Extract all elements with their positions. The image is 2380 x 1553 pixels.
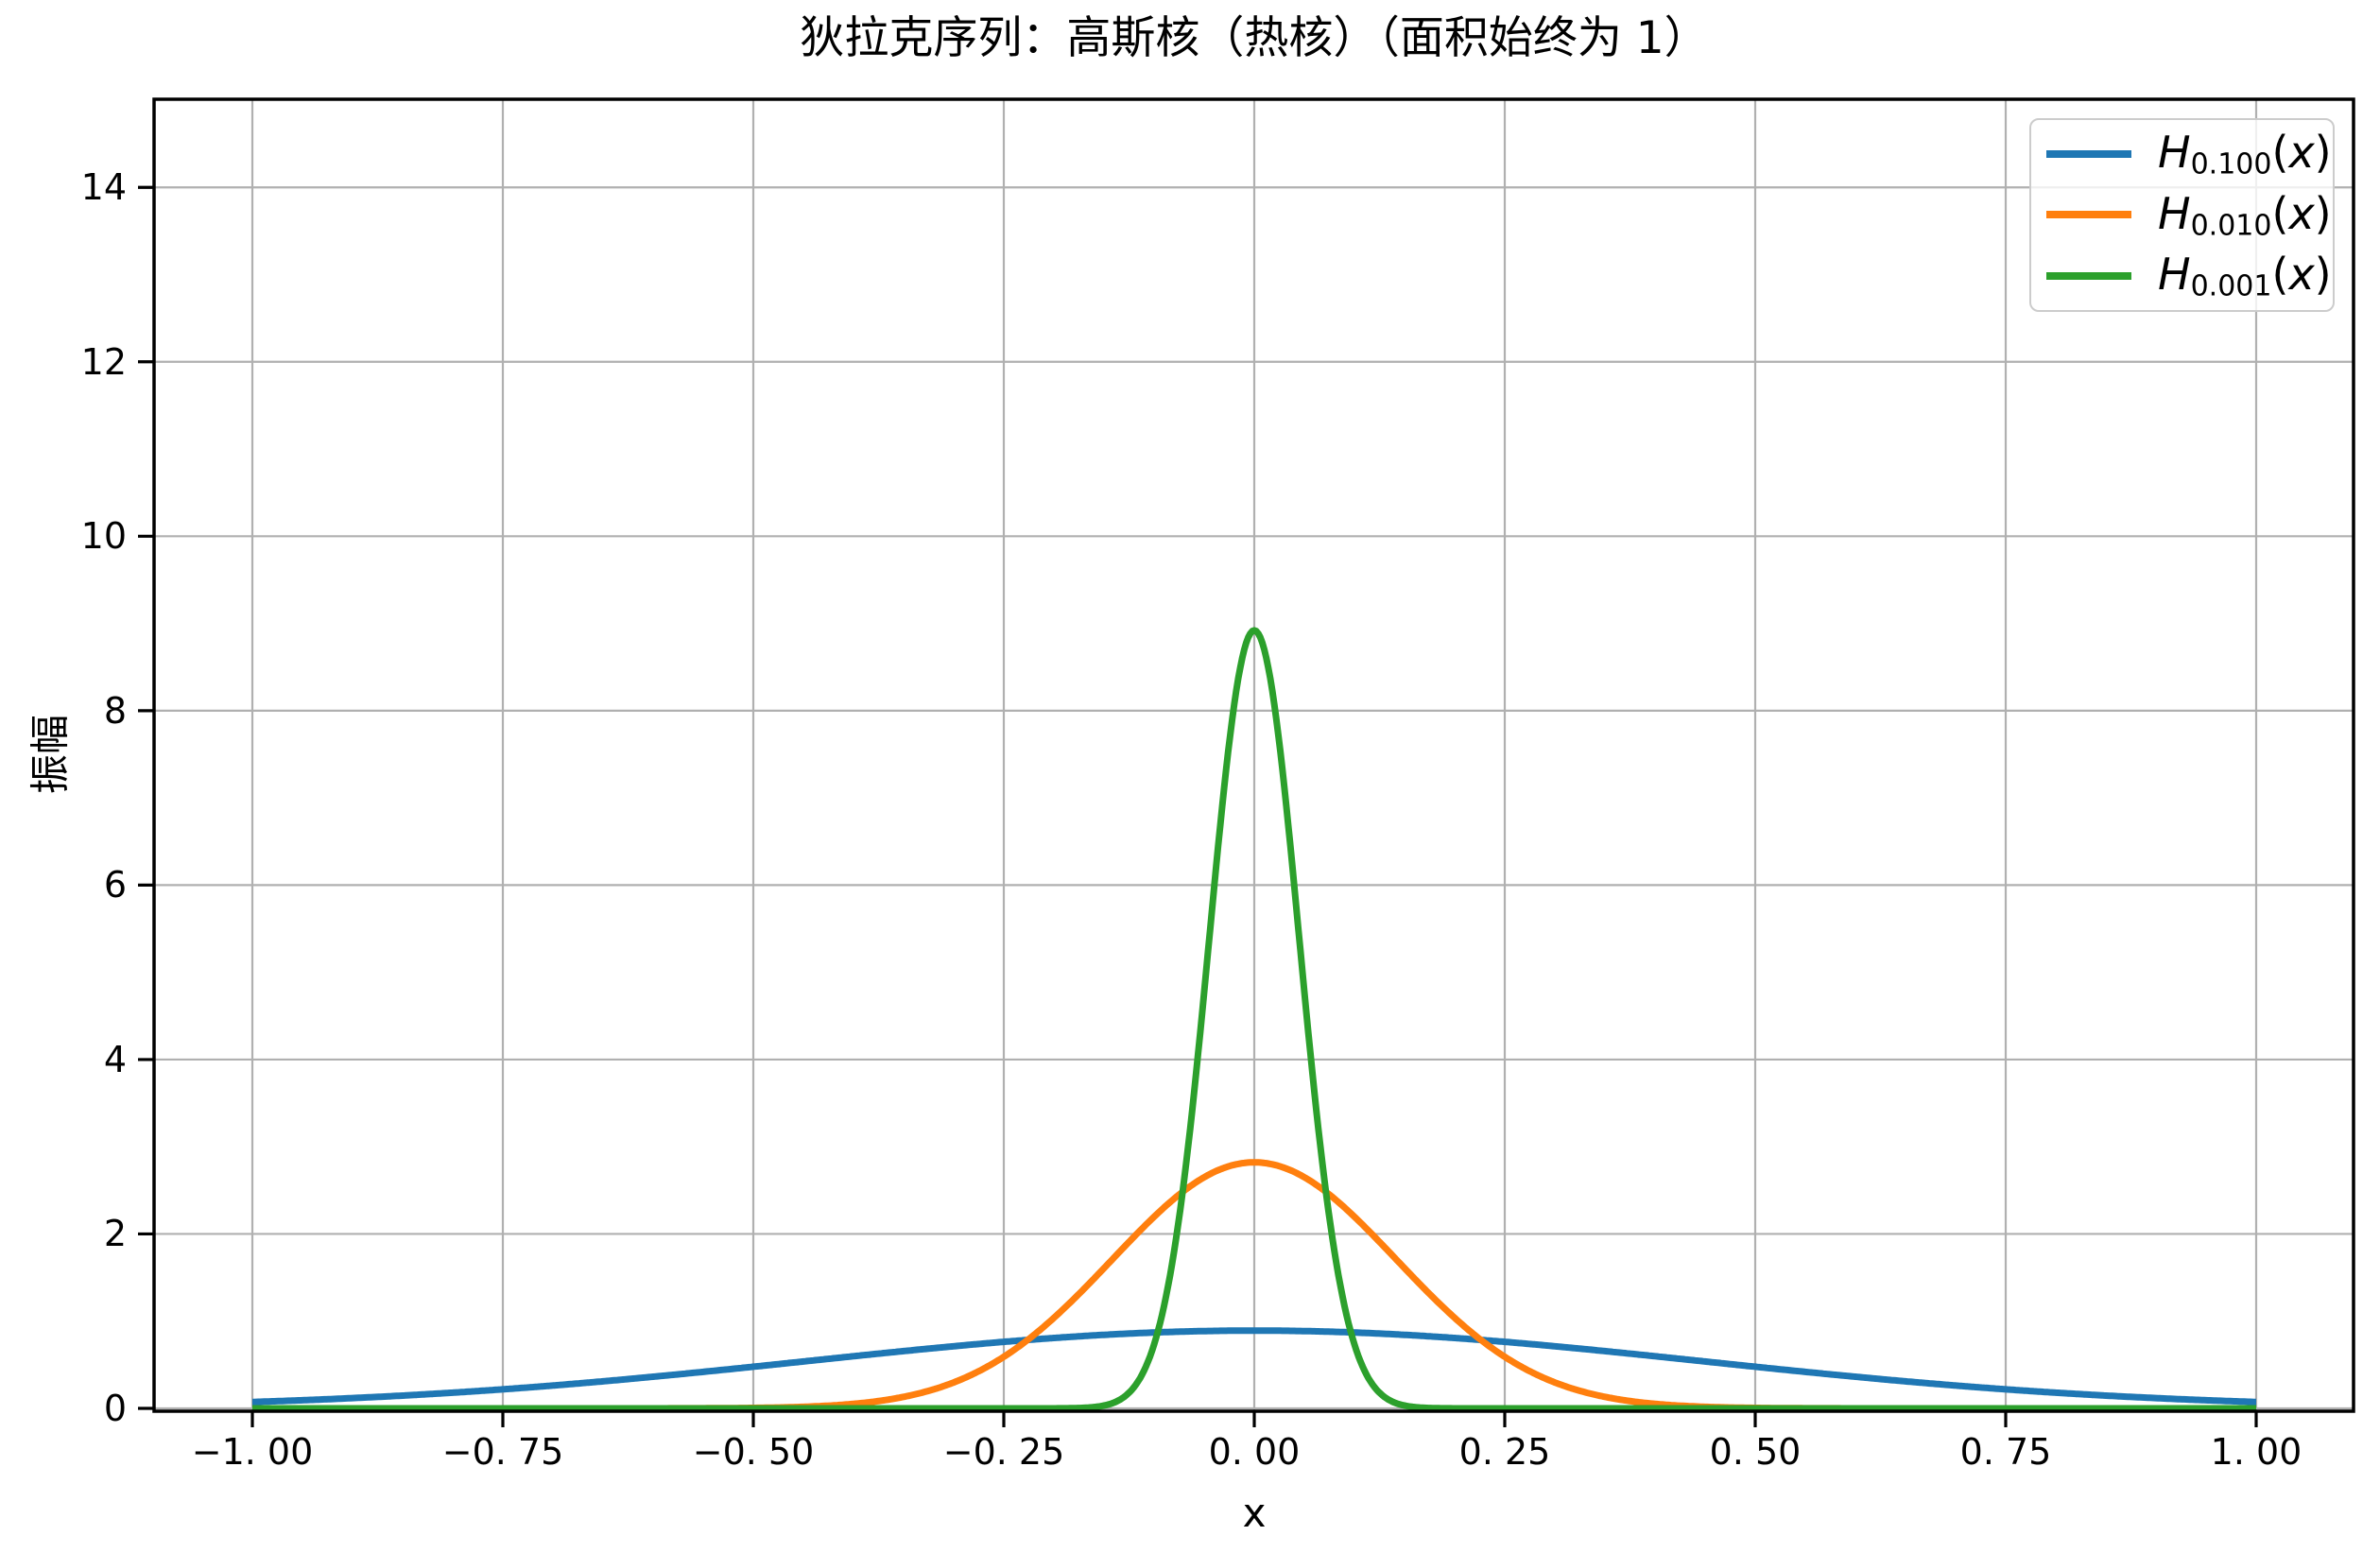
x-tick-label: 0. 00 <box>1208 1431 1301 1473</box>
legend-label: H0.100(x) <box>2158 127 2332 181</box>
x-tick-label: −1. 00 <box>191 1431 314 1473</box>
x-tick-label: 0. 75 <box>1959 1431 2052 1473</box>
series-line-H_0.100(x) <box>250 1327 2258 1406</box>
series-line-H_0.001(x) <box>250 627 2258 1412</box>
legend-item: H0.010(x) <box>2031 187 2333 243</box>
chart-title: 狄拉克序列：高斯核（热核）（面积始终为 1） <box>800 12 1709 64</box>
legend-line-swatch <box>2046 272 2131 281</box>
legend-line-swatch <box>2046 211 2131 219</box>
axes-frame <box>138 97 2355 1427</box>
legend-item: H0.100(x) <box>2031 127 2333 181</box>
y-tick-label: 4 <box>103 1038 127 1080</box>
y-tick-label: 2 <box>103 1213 127 1255</box>
legend-label: H0.010(x) <box>2158 187 2332 243</box>
x-tick-label: 0. 50 <box>1709 1431 1802 1473</box>
y-tick-label: 0 <box>103 1388 127 1429</box>
y-tick-label: 6 <box>103 864 127 906</box>
legend-item: H0.001(x) <box>2031 249 2333 303</box>
x-tick-label: 0. 25 <box>1458 1431 1551 1473</box>
x-tick-label: −0. 50 <box>692 1431 815 1473</box>
y-tick-label: 8 <box>103 689 127 732</box>
gridlines <box>154 99 2354 1411</box>
legend-line-swatch <box>2046 149 2131 158</box>
x-tick-label: −0. 75 <box>441 1431 564 1473</box>
x-tick-label: −0. 25 <box>942 1431 1065 1473</box>
y-axis-label: 振幅 <box>26 714 74 795</box>
y-tick-label: 10 <box>80 515 127 558</box>
y-tick-label: 14 <box>80 166 127 209</box>
series-curves <box>250 627 2258 1412</box>
legend-label: H0.001(x) <box>2158 249 2332 303</box>
y-tick-label: 12 <box>80 340 127 383</box>
x-axis-label: x <box>1242 1490 1267 1536</box>
x-tick-label: 1. 00 <box>2210 1431 2302 1473</box>
legend: H0.100(x) H0.010(x) H0.001(x) <box>2029 118 2335 312</box>
